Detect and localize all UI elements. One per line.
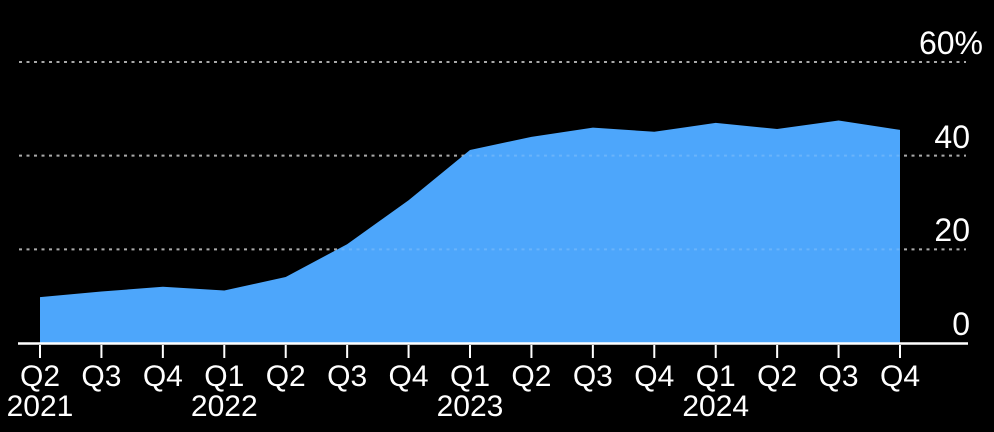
- year-label: 2022: [190, 390, 258, 423]
- year-label: 2023: [436, 390, 504, 423]
- x-axis-label: Q4: [142, 360, 183, 393]
- year-label: 2021: [6, 390, 74, 423]
- x-axis-label: Q2: [757, 360, 798, 393]
- x-axis-label: Q4: [634, 360, 675, 393]
- x-axis-label: Q3: [81, 360, 122, 393]
- x-axis-label: Q2: [265, 360, 306, 393]
- x-axis-label: Q2: [511, 360, 552, 393]
- x-axis-label: Q1: [695, 360, 736, 393]
- y-axis-label: 40: [934, 118, 970, 155]
- y-axis-label: 20: [934, 212, 970, 249]
- x-axis-label: Q3: [818, 360, 859, 393]
- y-axis-label: 0: [952, 306, 970, 342]
- y-axis-label: 60%: [918, 25, 983, 61]
- x-axis-label: Q3: [327, 360, 368, 393]
- area-series: [40, 120, 900, 343]
- x-axis-label: Q1: [449, 360, 491, 393]
- x-axis-label: Q3: [572, 360, 613, 393]
- x-axis-label: Q2: [19, 360, 61, 393]
- x-axis-label: Q1: [204, 360, 245, 393]
- year-label: 2024: [682, 390, 750, 423]
- x-axis-label: Q4: [879, 360, 921, 393]
- x-axis-label: Q4: [388, 360, 429, 393]
